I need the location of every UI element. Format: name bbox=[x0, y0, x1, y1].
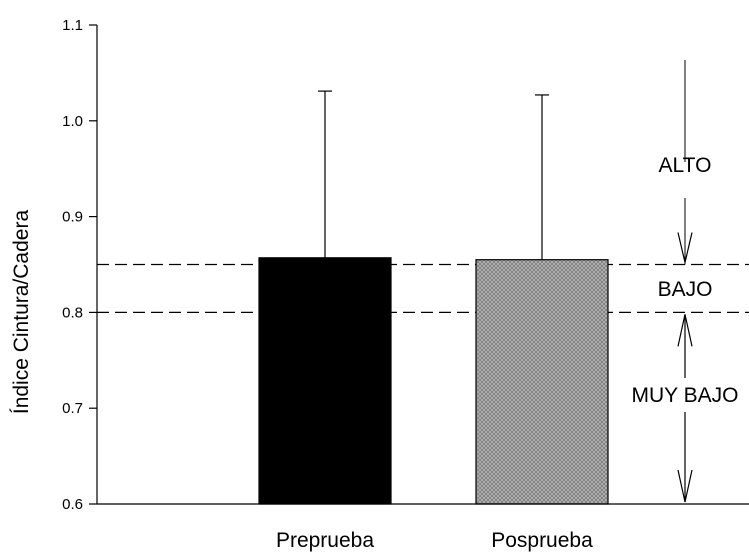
x-tick-label-preprueba: Preprueba bbox=[276, 529, 374, 552]
zone-label-alto: ALTO bbox=[659, 154, 712, 177]
y-tick-label-0.6: 0.6 bbox=[62, 496, 83, 513]
zone-label-bajo: BAJO bbox=[658, 278, 713, 301]
x-tick-label-posprueba: Posprueba bbox=[491, 529, 593, 552]
y-tick-label-1.1: 1.1 bbox=[62, 17, 83, 34]
y-tick-label-1.0: 1.0 bbox=[62, 113, 83, 130]
y-tick-label-0.8: 0.8 bbox=[62, 304, 83, 321]
y-axis-title: Índice Cintura/Cadera bbox=[10, 210, 33, 415]
alto-arrow-head bbox=[677, 232, 693, 263]
bar-posprueba bbox=[475, 259, 609, 505]
bar-preprueba bbox=[258, 257, 392, 505]
zone-label-muy-bajo: MUY BAJO bbox=[632, 384, 739, 407]
y-tick-label-0.7: 0.7 bbox=[62, 400, 83, 417]
muy-bajo-arrow-down-head bbox=[677, 469, 693, 503]
muy-bajo-arrow-up-head bbox=[677, 314, 693, 347]
y-tick-label-0.9: 0.9 bbox=[62, 209, 83, 226]
